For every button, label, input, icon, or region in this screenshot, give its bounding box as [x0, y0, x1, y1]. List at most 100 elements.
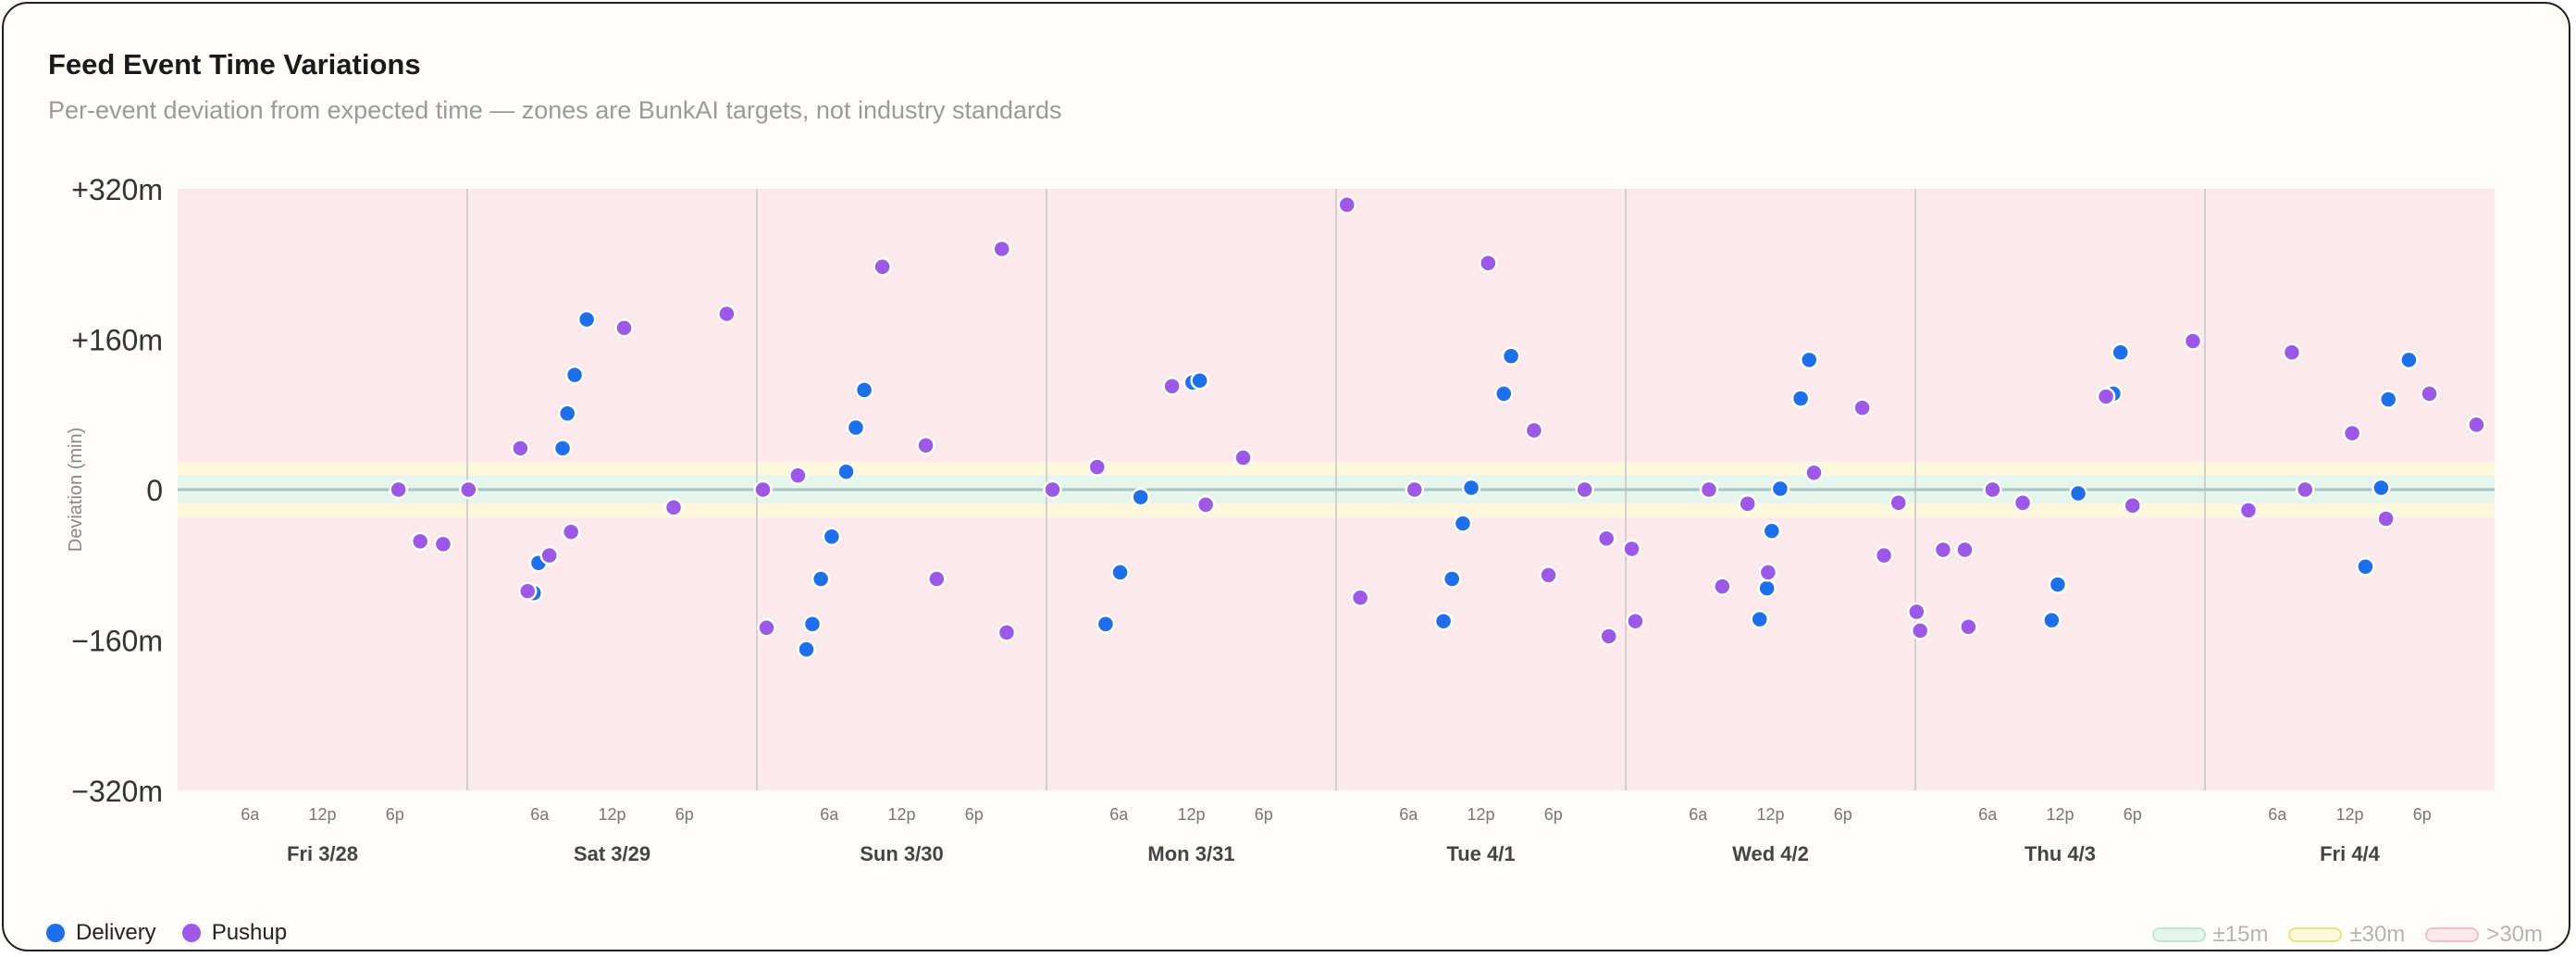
delivery-point: [822, 527, 842, 547]
delivery-point: [1190, 370, 1209, 391]
x-tick-label: 12p: [308, 805, 336, 824]
pushup-point: [1599, 627, 1618, 646]
y-tick-label: 0: [146, 474, 163, 507]
delivery-point: [2378, 390, 2398, 409]
pushup-point: [1852, 398, 1872, 417]
x-tick-label: 12p: [887, 805, 915, 824]
pushup-point: [1162, 377, 1182, 396]
pushup-swatch: [181, 924, 201, 942]
pushup-point: [873, 257, 892, 277]
x-tick-label: 6a: [1978, 805, 1998, 824]
pushup-point: [757, 618, 776, 638]
pushup-point: [1738, 493, 1757, 514]
pushup-point: [1233, 448, 1253, 467]
zone-15-swatch: [2151, 927, 2206, 942]
delivery-point: [2042, 610, 2062, 630]
scatter-plot: +320m +160m 0 −160m −320m Deviation (min) 6a 12…: [66, 173, 2495, 865]
x-tick-label: 6a: [2268, 805, 2287, 824]
chart-subtitle: Per-event deviation from expected time —…: [48, 96, 1062, 124]
delivery-point: [1790, 389, 1811, 408]
pushup-point: [1405, 479, 1425, 500]
pushup-point: [2183, 331, 2203, 351]
delivery-point: [576, 309, 597, 329]
zone-over-label: >30m: [2486, 922, 2543, 947]
legend-item-pushup[interactable]: Pushup: [181, 920, 287, 946]
pushup-point: [1195, 495, 1216, 515]
x-tick-label: 6p: [1255, 805, 1273, 824]
delivery-point: [1494, 384, 1514, 404]
zone-30-swatch: [2288, 927, 2343, 942]
pushup-point: [1350, 588, 1370, 608]
delivery-point: [1757, 578, 1777, 598]
x-tick-label: 6p: [2413, 805, 2432, 824]
delivery-point: [2111, 342, 2130, 362]
day-label: Wed 4/2: [1732, 842, 1809, 865]
delivery-point: [1110, 563, 1130, 582]
delivery-point: [797, 640, 816, 659]
delivery-point: [836, 462, 856, 481]
pushup-point: [1955, 540, 1975, 560]
delivery-point: [1799, 350, 1819, 370]
pushup-point: [916, 436, 935, 455]
delivery-point: [1433, 611, 1454, 631]
day-label: Thu 4/3: [2025, 842, 2096, 865]
delivery-point: [846, 417, 866, 438]
x-tick-label: 6a: [820, 805, 839, 824]
x-tick-label: 12p: [1177, 805, 1205, 824]
pushup-point: [2096, 387, 2116, 406]
x-tick-label: 6p: [965, 805, 984, 824]
x-tick-label: 6a: [1399, 805, 1418, 824]
legend-label-delivery: Delivery: [76, 920, 156, 945]
zone-15-label: ±15m: [2212, 922, 2269, 947]
pushup-point: [2376, 509, 2396, 528]
delivery-point: [1770, 478, 1790, 499]
legend-item-delivery[interactable]: Delivery: [46, 920, 156, 946]
pushup-point: [1596, 528, 1616, 549]
day-label: Mon 3/31: [1147, 842, 1234, 865]
pushup-point: [1983, 479, 2002, 500]
zone-legend-over: >30m: [2425, 922, 2543, 948]
pushup-point: [1907, 602, 1926, 622]
pushup-point: [2295, 479, 2315, 500]
delivery-point: [2399, 350, 2419, 370]
x-tick-label: 6a: [530, 805, 550, 824]
pushup-point: [2342, 423, 2362, 443]
pushup-point: [511, 439, 530, 458]
y-tick-label: +160m: [71, 324, 163, 357]
pushup-point: [410, 531, 430, 552]
pushup-point: [1524, 420, 1544, 441]
x-tick-label: 6a: [1689, 805, 1708, 824]
zone-legend: ±15m ±30m >30m: [2132, 922, 2543, 948]
pushup-point: [1874, 545, 1894, 566]
pushup-point: [927, 569, 947, 589]
x-tick-label: 6a: [241, 805, 260, 824]
x-tick-label: 6p: [386, 805, 404, 824]
x-tick-label: 6p: [2124, 805, 2142, 824]
x-tick-label: 12p: [1467, 805, 1494, 824]
x-tick-label: 12p: [598, 805, 625, 824]
pushup-point: [1959, 617, 1978, 637]
delivery-point: [802, 614, 823, 634]
chart-title: Feed Event Time Variations: [48, 48, 421, 81]
pushup-point: [717, 304, 737, 324]
delivery-point: [1442, 569, 1462, 589]
delivery-point: [1501, 346, 1521, 367]
y-tick-label: +320m: [71, 173, 163, 206]
pushup-point: [992, 239, 1011, 259]
pushup-point: [2282, 342, 2302, 362]
pushup-point: [561, 522, 581, 541]
y-tick-label: −160m: [71, 625, 163, 658]
pushup-point: [2012, 492, 2033, 513]
pushup-point: [1622, 539, 1641, 559]
x-tick-label: 12p: [2046, 805, 2074, 824]
pushup-point: [1043, 479, 1062, 500]
pushup-point: [1713, 577, 1732, 596]
zone-30-label: ±30m: [2349, 922, 2406, 947]
delivery-point: [1750, 609, 1770, 629]
zone-legend-15: ±15m: [2151, 922, 2269, 948]
pushup-point: [1910, 621, 1930, 640]
pushup-point: [753, 479, 773, 500]
day-label: Fri 3/28: [287, 842, 358, 865]
delivery-point: [1453, 514, 1473, 533]
